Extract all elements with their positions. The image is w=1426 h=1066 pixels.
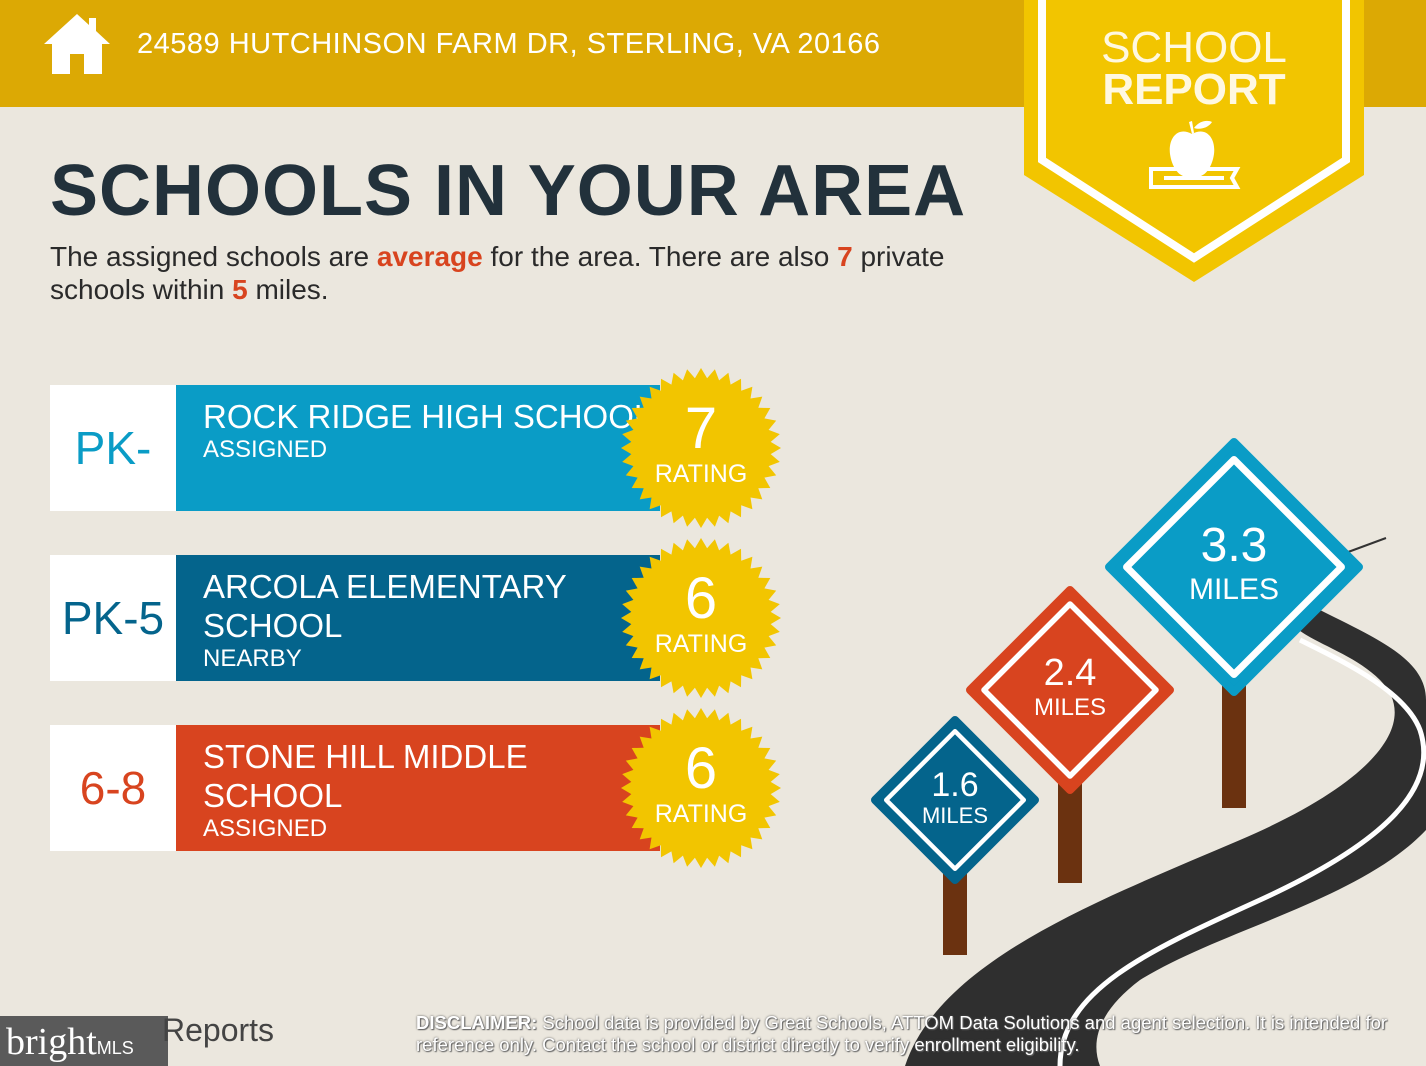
distance-unit: MILES [921,803,989,829]
page-title: SCHOOLS IN YOUR AREA [50,151,967,231]
disclaimer: DISCLAIMER: School data is provided by G… [416,1012,1396,1056]
intro-p1: The assigned schools are [50,241,377,272]
distance-value: 2.4 [1043,651,1097,694]
apple-on-book-icon [1149,120,1241,189]
badge-line-2: REPORT [1102,65,1286,114]
school-status: ASSIGNED [203,436,328,463]
school-bar: STONE HILL MIDDLE SCHOOL ASSIGNED [176,725,660,851]
school-report-badge [1024,0,1364,282]
school-name: STONE HILL MIDDLE SCHOOL [203,738,528,814]
brand-name: bright [6,1021,97,1063]
grade-range: PK-5 [50,555,176,681]
school-name: ROCK RIDGE HIGH SCHOOL [203,398,653,435]
school-row: PK- ROCK RIDGE HIGH SCHOOL ASSIGNED 7 RA… [50,368,781,528]
rating-value: 6 [684,736,718,801]
school-bar: ARCOLA ELEMENTARY SCHOOL NEARBY [176,555,660,681]
private-count: 7 [837,241,853,272]
brand-suffix: MLS [96,1038,134,1058]
rating-value: 7 [684,396,718,461]
distance-value: 1.6 [931,765,979,804]
school-row: 6-8 STONE HILL MIDDLE SCHOOL ASSIGNED 6 … [50,708,781,868]
distance-unit: MILES [1188,572,1280,606]
distance-sign [871,716,1039,884]
distance-label: 1.6 MILES [875,765,1035,830]
radius-value: 5 [232,274,248,305]
school-status: NEARBY [203,645,302,672]
disclaimer-label: DISCLAIMER: [416,1012,538,1033]
distance-unit: MILES [1033,693,1107,721]
road-signs-illustration [871,438,1426,1066]
rating-starburst [621,538,781,698]
distance-label: 2.4 MILES [970,651,1170,723]
intro-p2: for the area. There are also [482,241,838,272]
rating-label: RATING [654,460,748,488]
rating-label: RATING [654,800,748,828]
bright-mls-logo: brightMLS [0,1016,168,1066]
house-icon [44,14,110,74]
school-status: ASSIGNED [203,815,328,842]
reports-logo-text: Reports [162,1012,275,1048]
rating-value: 6 [684,566,718,631]
school-bar: ROCK RIDGE HIGH SCHOOL ASSIGNED [176,385,660,511]
rating-starburst [621,708,781,868]
grade-range: 6-8 [50,725,176,851]
school-name: ARCOLA ELEMENTARY SCHOOL [203,568,567,644]
property-address: 24589 HUTCHINSON FARM DR, STERLING, VA 2… [137,28,881,60]
intro-p3: private schools within [50,241,945,305]
rating-starburst [621,368,781,528]
distance-label: 3.3 MILES [1109,519,1359,607]
school-row: PK-5 ARCOLA ELEMENTARY SCHOOL NEARBY 6 R… [50,538,781,698]
badge-line-1: SCHOOL [1101,23,1287,72]
disclaimer-text: School data is provided by Great Schools… [416,1012,1388,1055]
grade-range: PK- [50,385,176,511]
distance-sign [966,586,1174,794]
quality-highlight: average [376,241,483,272]
distance-value: 3.3 [1200,519,1268,573]
intro-text: The assigned schools are average for the… [50,240,990,306]
distance-sign [1105,438,1363,696]
intro-p4: miles. [247,274,329,305]
road [905,610,1426,1066]
rating-label: RATING [654,630,748,658]
